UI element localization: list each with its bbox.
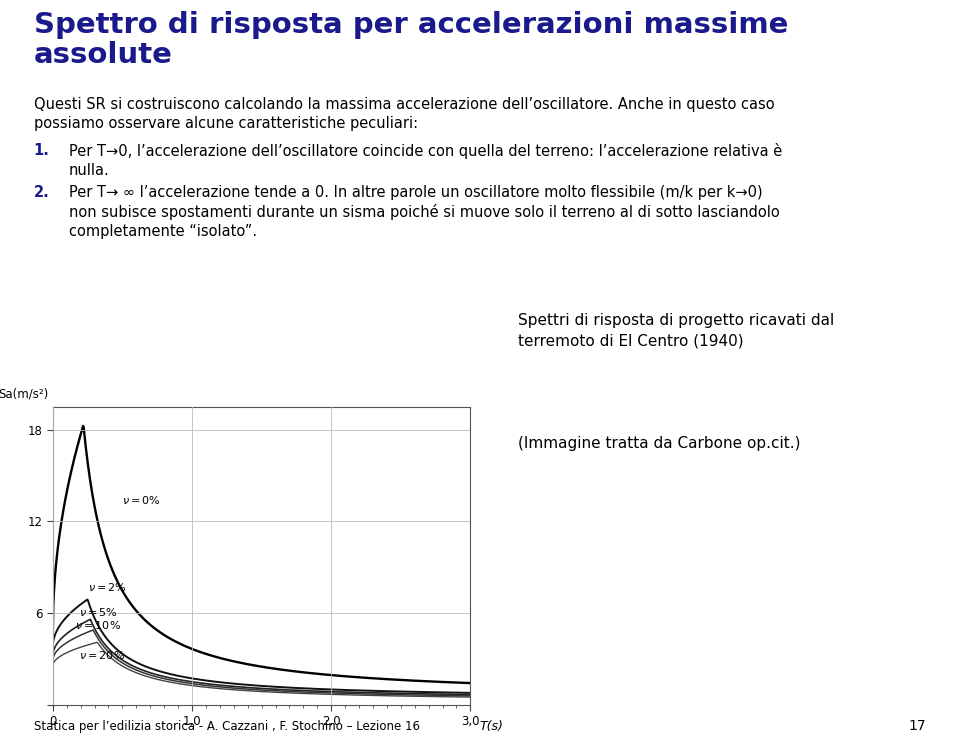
Text: possiamo osservare alcune caratteristiche peculiari:: possiamo osservare alcune caratteristich… bbox=[34, 116, 418, 131]
Text: assolute: assolute bbox=[34, 41, 173, 69]
Text: non subisce spostamenti durante un sisma poiché si muove solo il terreno al di s: non subisce spostamenti durante un sisma… bbox=[69, 204, 780, 220]
Text: Spettro di risposta per accelerazioni massime: Spettro di risposta per accelerazioni ma… bbox=[34, 11, 788, 40]
Text: 17: 17 bbox=[909, 718, 926, 733]
X-axis label: T(s): T(s) bbox=[479, 720, 503, 733]
Text: Spettri di risposta di progetto ricavati dal: Spettri di risposta di progetto ricavati… bbox=[518, 313, 834, 328]
Text: $\nu = 5\%$: $\nu = 5\%$ bbox=[80, 606, 118, 618]
Text: $\nu = 2\%$: $\nu = 2\%$ bbox=[87, 581, 127, 593]
Text: Statica per l’edilizia storica - A. Cazzani , F. Stochino – Lezione 16: Statica per l’edilizia storica - A. Cazz… bbox=[34, 720, 420, 733]
Text: Sa(m/s²): Sa(m/s²) bbox=[0, 388, 49, 401]
Text: terremoto di El Centro (1940): terremoto di El Centro (1940) bbox=[518, 333, 744, 348]
Text: $\nu = 0\%$: $\nu = 0\%$ bbox=[123, 494, 161, 506]
Text: completamente “isolato”.: completamente “isolato”. bbox=[69, 224, 257, 239]
Text: (Immagine tratta da Carbone op.cit.): (Immagine tratta da Carbone op.cit.) bbox=[518, 436, 801, 451]
Text: 1.: 1. bbox=[34, 143, 50, 158]
Text: $\nu = 20\%$: $\nu = 20\%$ bbox=[80, 649, 125, 662]
Text: Per T→ ∞ l’accelerazione tende a 0. In altre parole un oscillatore molto flessib: Per T→ ∞ l’accelerazione tende a 0. In a… bbox=[69, 185, 763, 200]
Text: $\nu = 10\%$: $\nu = 10\%$ bbox=[75, 618, 121, 631]
Text: Per T→0, l’accelerazione dell’oscillatore coincide con quella del terreno: l’acc: Per T→0, l’accelerazione dell’oscillator… bbox=[69, 143, 782, 159]
Text: nulla.: nulla. bbox=[69, 163, 109, 178]
Text: Questi SR si costruiscono calcolando la massima accelerazione dell’oscillatore. : Questi SR si costruiscono calcolando la … bbox=[34, 97, 774, 112]
Text: 2.: 2. bbox=[34, 185, 49, 200]
